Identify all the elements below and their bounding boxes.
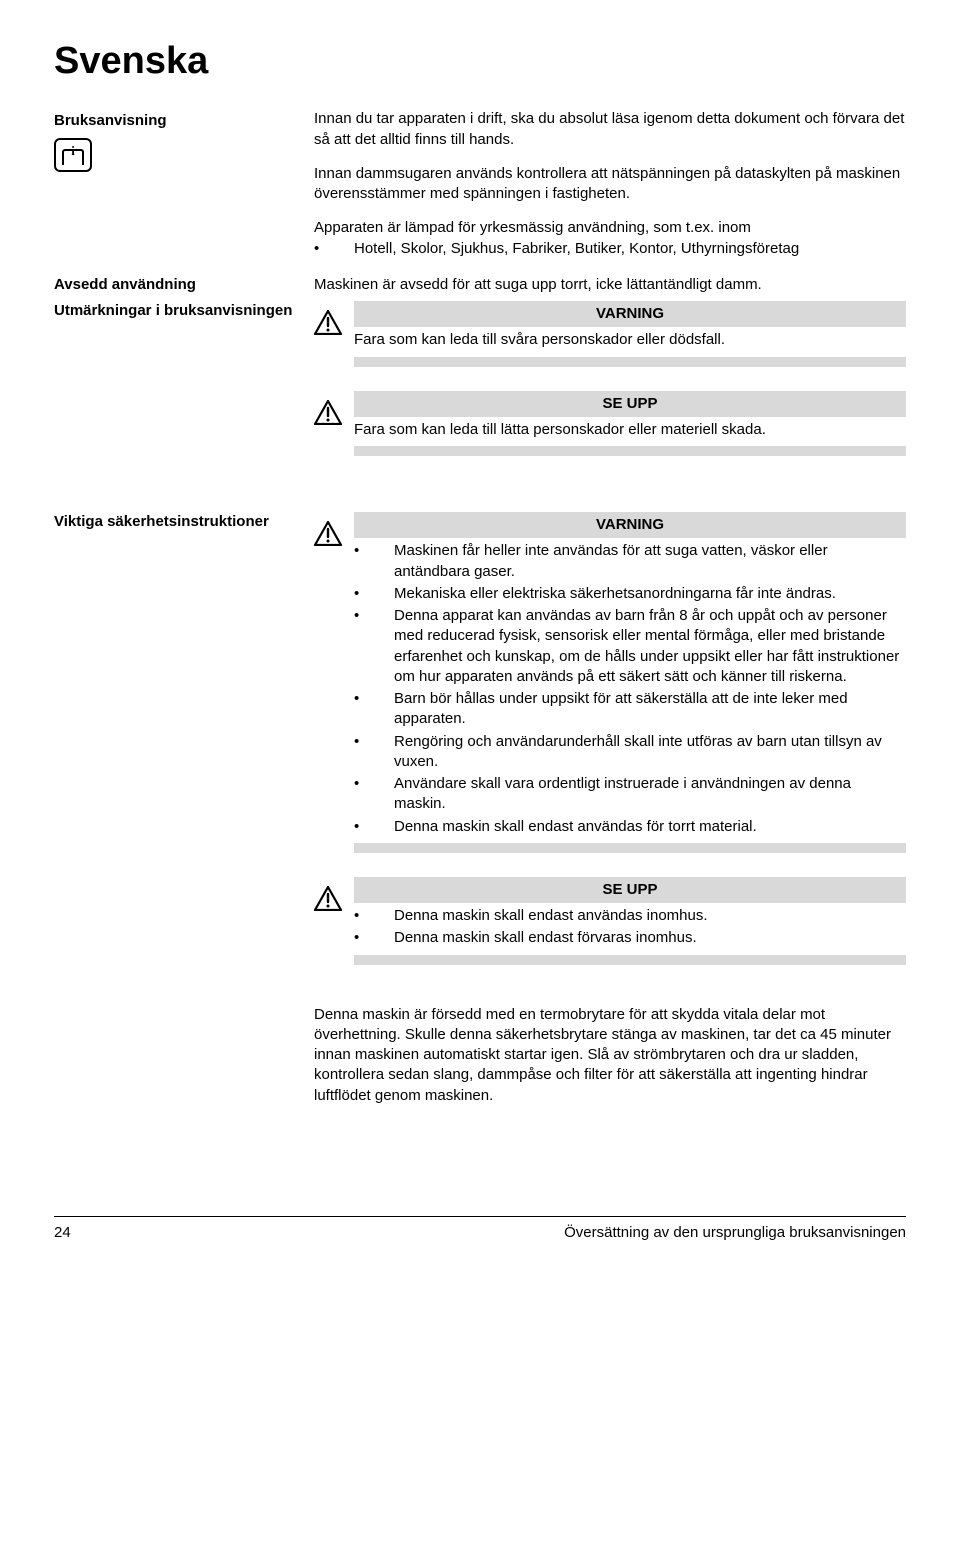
caution-triangle-icon xyxy=(314,886,354,911)
warning-triangle-icon xyxy=(314,521,354,546)
caution-title: SE UPP xyxy=(354,391,906,417)
list-item: Denna maskin skall endast förvaras inomh… xyxy=(354,928,906,948)
caution2-list: Denna maskin skall endast användas inomh… xyxy=(354,906,906,949)
list-item: Denna maskin skall endast användas inomh… xyxy=(354,906,906,926)
footer-text: Översättning av den ursprungliga bruksan… xyxy=(564,1223,906,1243)
caution-text: Fara som kan leda till lätta personskado… xyxy=(354,420,906,440)
thermo-text: Denna maskin är försedd med en termobryt… xyxy=(314,1005,906,1106)
row-seupp: SE UPP Fara som kan leda till lätta pers… xyxy=(54,391,906,481)
list-item: Denna apparat kan användas av barn från … xyxy=(354,606,906,687)
scope-bullet: Hotell, Skolor, Sjukhus, Fabriker, Butik… xyxy=(314,239,906,259)
warning-title: VARNING xyxy=(354,301,906,327)
warning2-title: VARNING xyxy=(354,512,906,538)
scope-paragraph: Apparaten är lämpad för yrkesmässig anvä… xyxy=(314,218,906,238)
page-title: Svenska xyxy=(54,36,906,87)
warning-box-1: VARNING Fara som kan leda till svåra per… xyxy=(314,301,906,367)
caution-box-2: SE UPP Denna maskin skall endast använda… xyxy=(314,877,906,965)
warning-text: Fara som kan leda till svåra personskado… xyxy=(354,330,906,350)
label-bruksanvisning: Bruksanvisning xyxy=(54,111,296,131)
label-avsedd: Avsedd användning xyxy=(54,275,296,295)
row-utmark: Utmärkningar i bruksanvisningen VARNING … xyxy=(54,301,906,391)
label-viktiga: Viktiga säkerhetsinstruktioner xyxy=(54,512,296,532)
label-utmark: Utmärkningar i bruksanvisningen xyxy=(54,301,296,321)
caution-triangle-icon xyxy=(314,400,354,425)
warning2-list: Maskinen får heller inte användas för at… xyxy=(354,541,906,837)
row-seupp2: SE UPP Denna maskin skall endast använda… xyxy=(54,877,906,989)
intro-paragraph-1: Innan du tar apparaten i drift, ska du a… xyxy=(314,109,906,150)
avsedd-text: Maskinen är avsedd för att suga upp torr… xyxy=(314,275,906,295)
row-scope: Apparaten är lämpad för yrkesmässig anvä… xyxy=(54,218,906,261)
list-item: Rengöring och användarunderhåll skall in… xyxy=(354,732,906,773)
warning2-footer-bar xyxy=(354,843,906,853)
caution-footer-bar xyxy=(354,446,906,456)
row-intro: Bruksanvisning Innan du tar apparaten i … xyxy=(54,109,906,204)
caution-box-1: SE UPP Fara som kan leda till lätta pers… xyxy=(314,391,906,457)
caution2-footer-bar xyxy=(354,955,906,965)
intro-paragraph-2: Innan dammsugaren används kontrollera at… xyxy=(314,164,906,205)
row-viktiga: Viktiga säkerhetsinstruktioner VARNING M… xyxy=(54,512,906,877)
row-avsedd: Avsedd användning Maskinen är avsedd för… xyxy=(54,275,906,295)
list-item: Användare skall vara ordentligt instruer… xyxy=(354,774,906,815)
page-footer: 24 Översättning av den ursprungliga bruk… xyxy=(54,1216,906,1243)
warning-box-2: VARNING Maskinen får heller inte använda… xyxy=(314,512,906,853)
list-item: Maskinen får heller inte användas för at… xyxy=(354,541,906,582)
list-item: Denna maskin skall endast användas för t… xyxy=(354,817,906,837)
row-thermo: Denna maskin är försedd med en termobryt… xyxy=(54,989,906,1106)
warning-triangle-icon xyxy=(314,310,354,335)
warning-footer-bar xyxy=(354,357,906,367)
list-item: Mekaniska eller elektriska säkerhetsanor… xyxy=(354,584,906,604)
page-number: 24 xyxy=(54,1223,71,1243)
manual-icon xyxy=(54,138,92,172)
list-item: Barn bör hållas under uppsikt för att sä… xyxy=(354,689,906,730)
caution2-title: SE UPP xyxy=(354,877,906,903)
